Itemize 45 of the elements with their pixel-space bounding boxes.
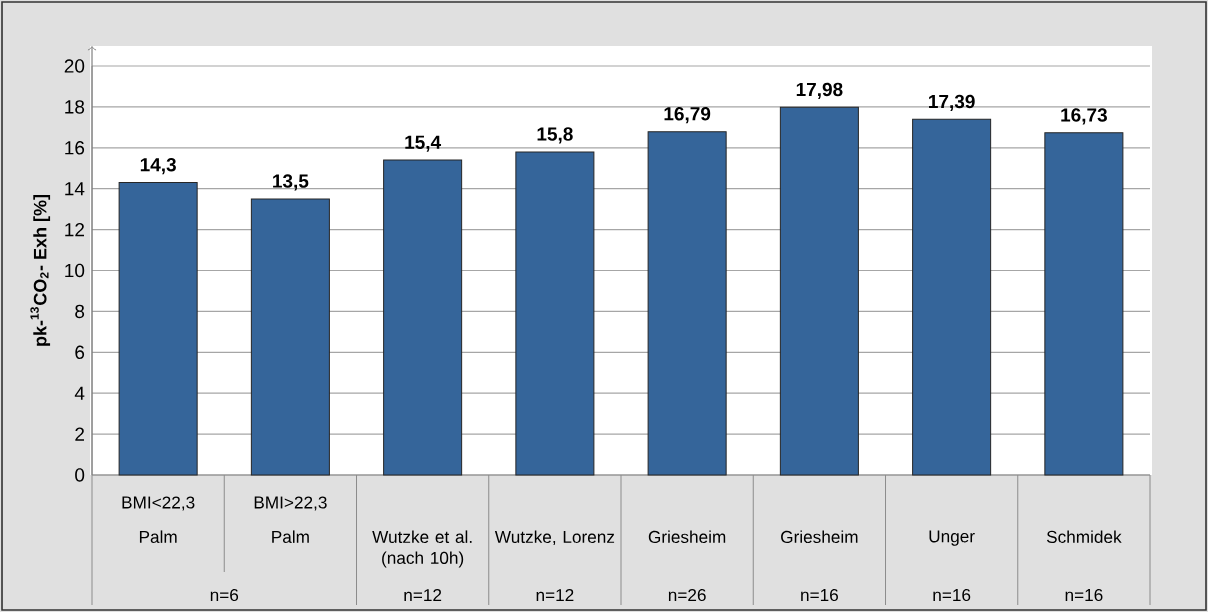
y-tick-label: 0 [75, 468, 85, 482]
data-label: 16,73 [1061, 108, 1107, 125]
y-tick-label: 20 [64, 59, 85, 73]
y-tick-label: 10 [65, 263, 85, 278]
y-axis-title: pk-$^{13}$CO$_{2}$- Exh [%] [30, 195, 51, 346]
bar [1044, 132, 1124, 476]
text: n=16 [801, 588, 838, 602]
text: BMI>22,3 [254, 496, 327, 511]
y-tick-label: 16 [65, 141, 85, 155]
data-label: 15,4 [405, 135, 442, 152]
text: n=16 [1065, 588, 1103, 602]
bar [779, 106, 859, 476]
x-tick-label: Unger [929, 530, 975, 546]
data-label: 14,3 [140, 157, 176, 175]
text: n=12 [404, 588, 442, 602]
y-tick-label: 18 [65, 100, 85, 114]
x-tick-label: Palm [139, 530, 177, 544]
data-label: 13,5 [273, 174, 309, 191]
bar [912, 118, 992, 476]
y-tick-label: 8 [75, 304, 85, 319]
data-label: 17,39 [929, 94, 975, 111]
y-tick-label: 2 [75, 427, 85, 441]
bar [118, 182, 198, 476]
text: n=16 [933, 588, 971, 602]
x-tick-label: Palm [272, 530, 309, 544]
bar [250, 198, 330, 476]
x-tick-label: Griesheim [781, 530, 858, 544]
y-tick-label: 12 [65, 222, 85, 237]
y-tick-label: 6 [75, 345, 85, 360]
y-tick-label: 4 [74, 386, 85, 400]
text: n=12 [536, 588, 574, 602]
x-tick-label: Wutzke, Lorenz [494, 530, 615, 546]
y-tick-label: 14 [65, 182, 85, 196]
data-label: 17,98 [796, 82, 843, 99]
bar [515, 151, 595, 476]
text: BMI<22,3 [122, 496, 195, 511]
bar [383, 159, 463, 476]
data-label: 16,79 [664, 107, 711, 124]
text: n=6 [210, 588, 239, 602]
x-tick-label: Schmidek [1046, 530, 1122, 544]
data-label: 15,8 [537, 127, 573, 144]
text: n=26 [668, 588, 706, 602]
x-tick-label: Griesheim [648, 530, 726, 544]
bar [647, 131, 727, 476]
x-tick-label: Wutzke et al. (nach 10h) [372, 530, 472, 568]
